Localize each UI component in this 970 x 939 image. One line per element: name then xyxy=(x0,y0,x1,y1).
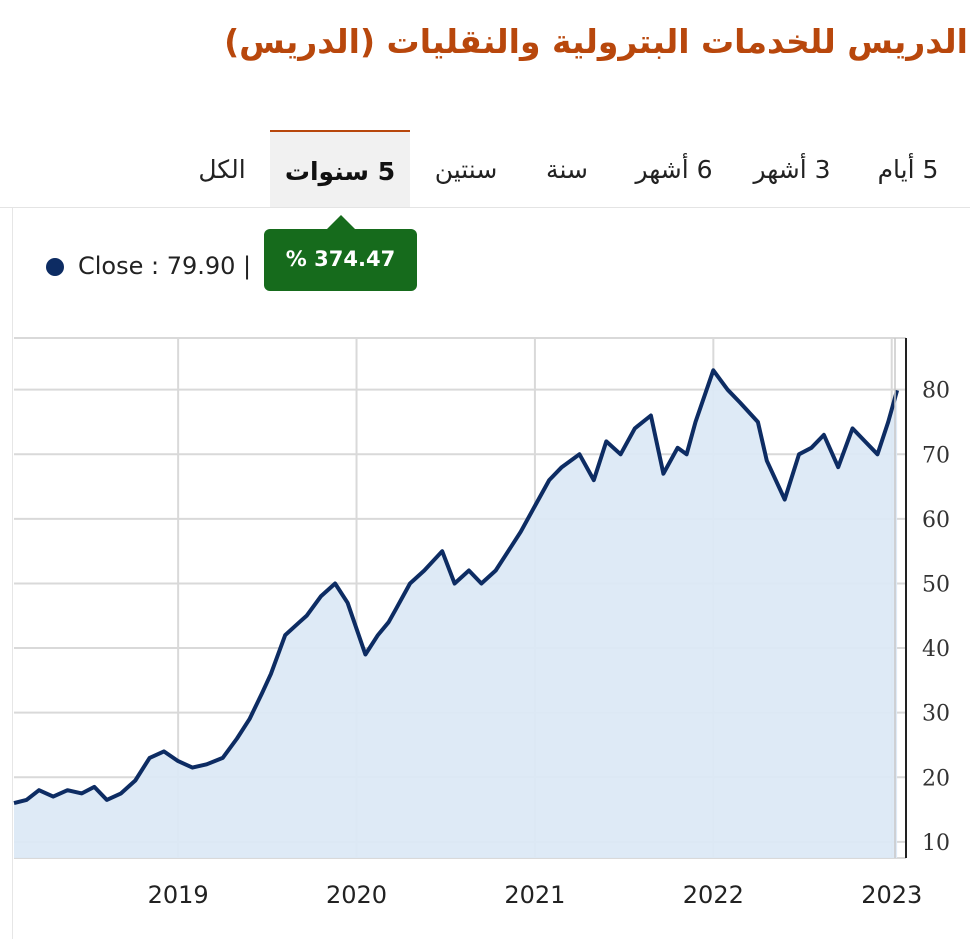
tab-3-months[interactable]: 3 أشهر xyxy=(753,155,831,184)
y-tick-label: 30 xyxy=(922,702,950,727)
y-tick-label: 20 xyxy=(922,766,950,791)
tab-2-years[interactable]: سنتين xyxy=(434,155,498,184)
tab-5-days[interactable]: 5 أيام xyxy=(877,155,939,184)
y-tick-label: 40 xyxy=(922,637,950,662)
y-tick-label: 80 xyxy=(922,379,950,404)
y-tick-label: 70 xyxy=(922,443,950,468)
price-area-fill xyxy=(14,370,898,858)
y-axis-labels: 10 20 30 40 50 60 70 80 xyxy=(922,379,950,856)
tabs-divider xyxy=(0,207,970,208)
x-axis-labels: 2019 2020 2021 2022 2023 xyxy=(148,881,923,909)
series-dot-icon xyxy=(46,258,64,276)
x-tick-label: 2019 xyxy=(148,881,209,909)
close-value-label: Close : 79.90 | xyxy=(78,252,252,280)
tab-5-years[interactable]: 5 سنوات xyxy=(270,130,410,208)
x-tick-label: 2023 xyxy=(861,881,922,909)
period-tabs: 5 أيام 3 أشهر 6 أشهر سنة سنتين 5 سنوات ا… xyxy=(0,130,970,208)
y-tick-label: 50 xyxy=(922,572,950,597)
x-tick-label: 2020 xyxy=(326,881,387,909)
close-legend: Close : 79.90 | xyxy=(46,252,251,280)
tab-1-year[interactable]: سنة xyxy=(546,155,588,184)
price-line xyxy=(13,368,900,806)
x-tick-label: 2021 xyxy=(504,881,565,909)
y-tick-label: 60 xyxy=(922,508,950,533)
y-tick-label: 10 xyxy=(922,831,950,856)
chart-left-border xyxy=(12,208,13,939)
tab-all[interactable]: الكل xyxy=(198,155,246,184)
page-title: الدريس للخدمات البترولية والنقليات (الدر… xyxy=(224,22,968,61)
change-tooltip: % 374.47 xyxy=(264,215,417,291)
tab-6-months[interactable]: 6 أشهر xyxy=(635,155,713,184)
x-tick-label: 2022 xyxy=(683,881,744,909)
